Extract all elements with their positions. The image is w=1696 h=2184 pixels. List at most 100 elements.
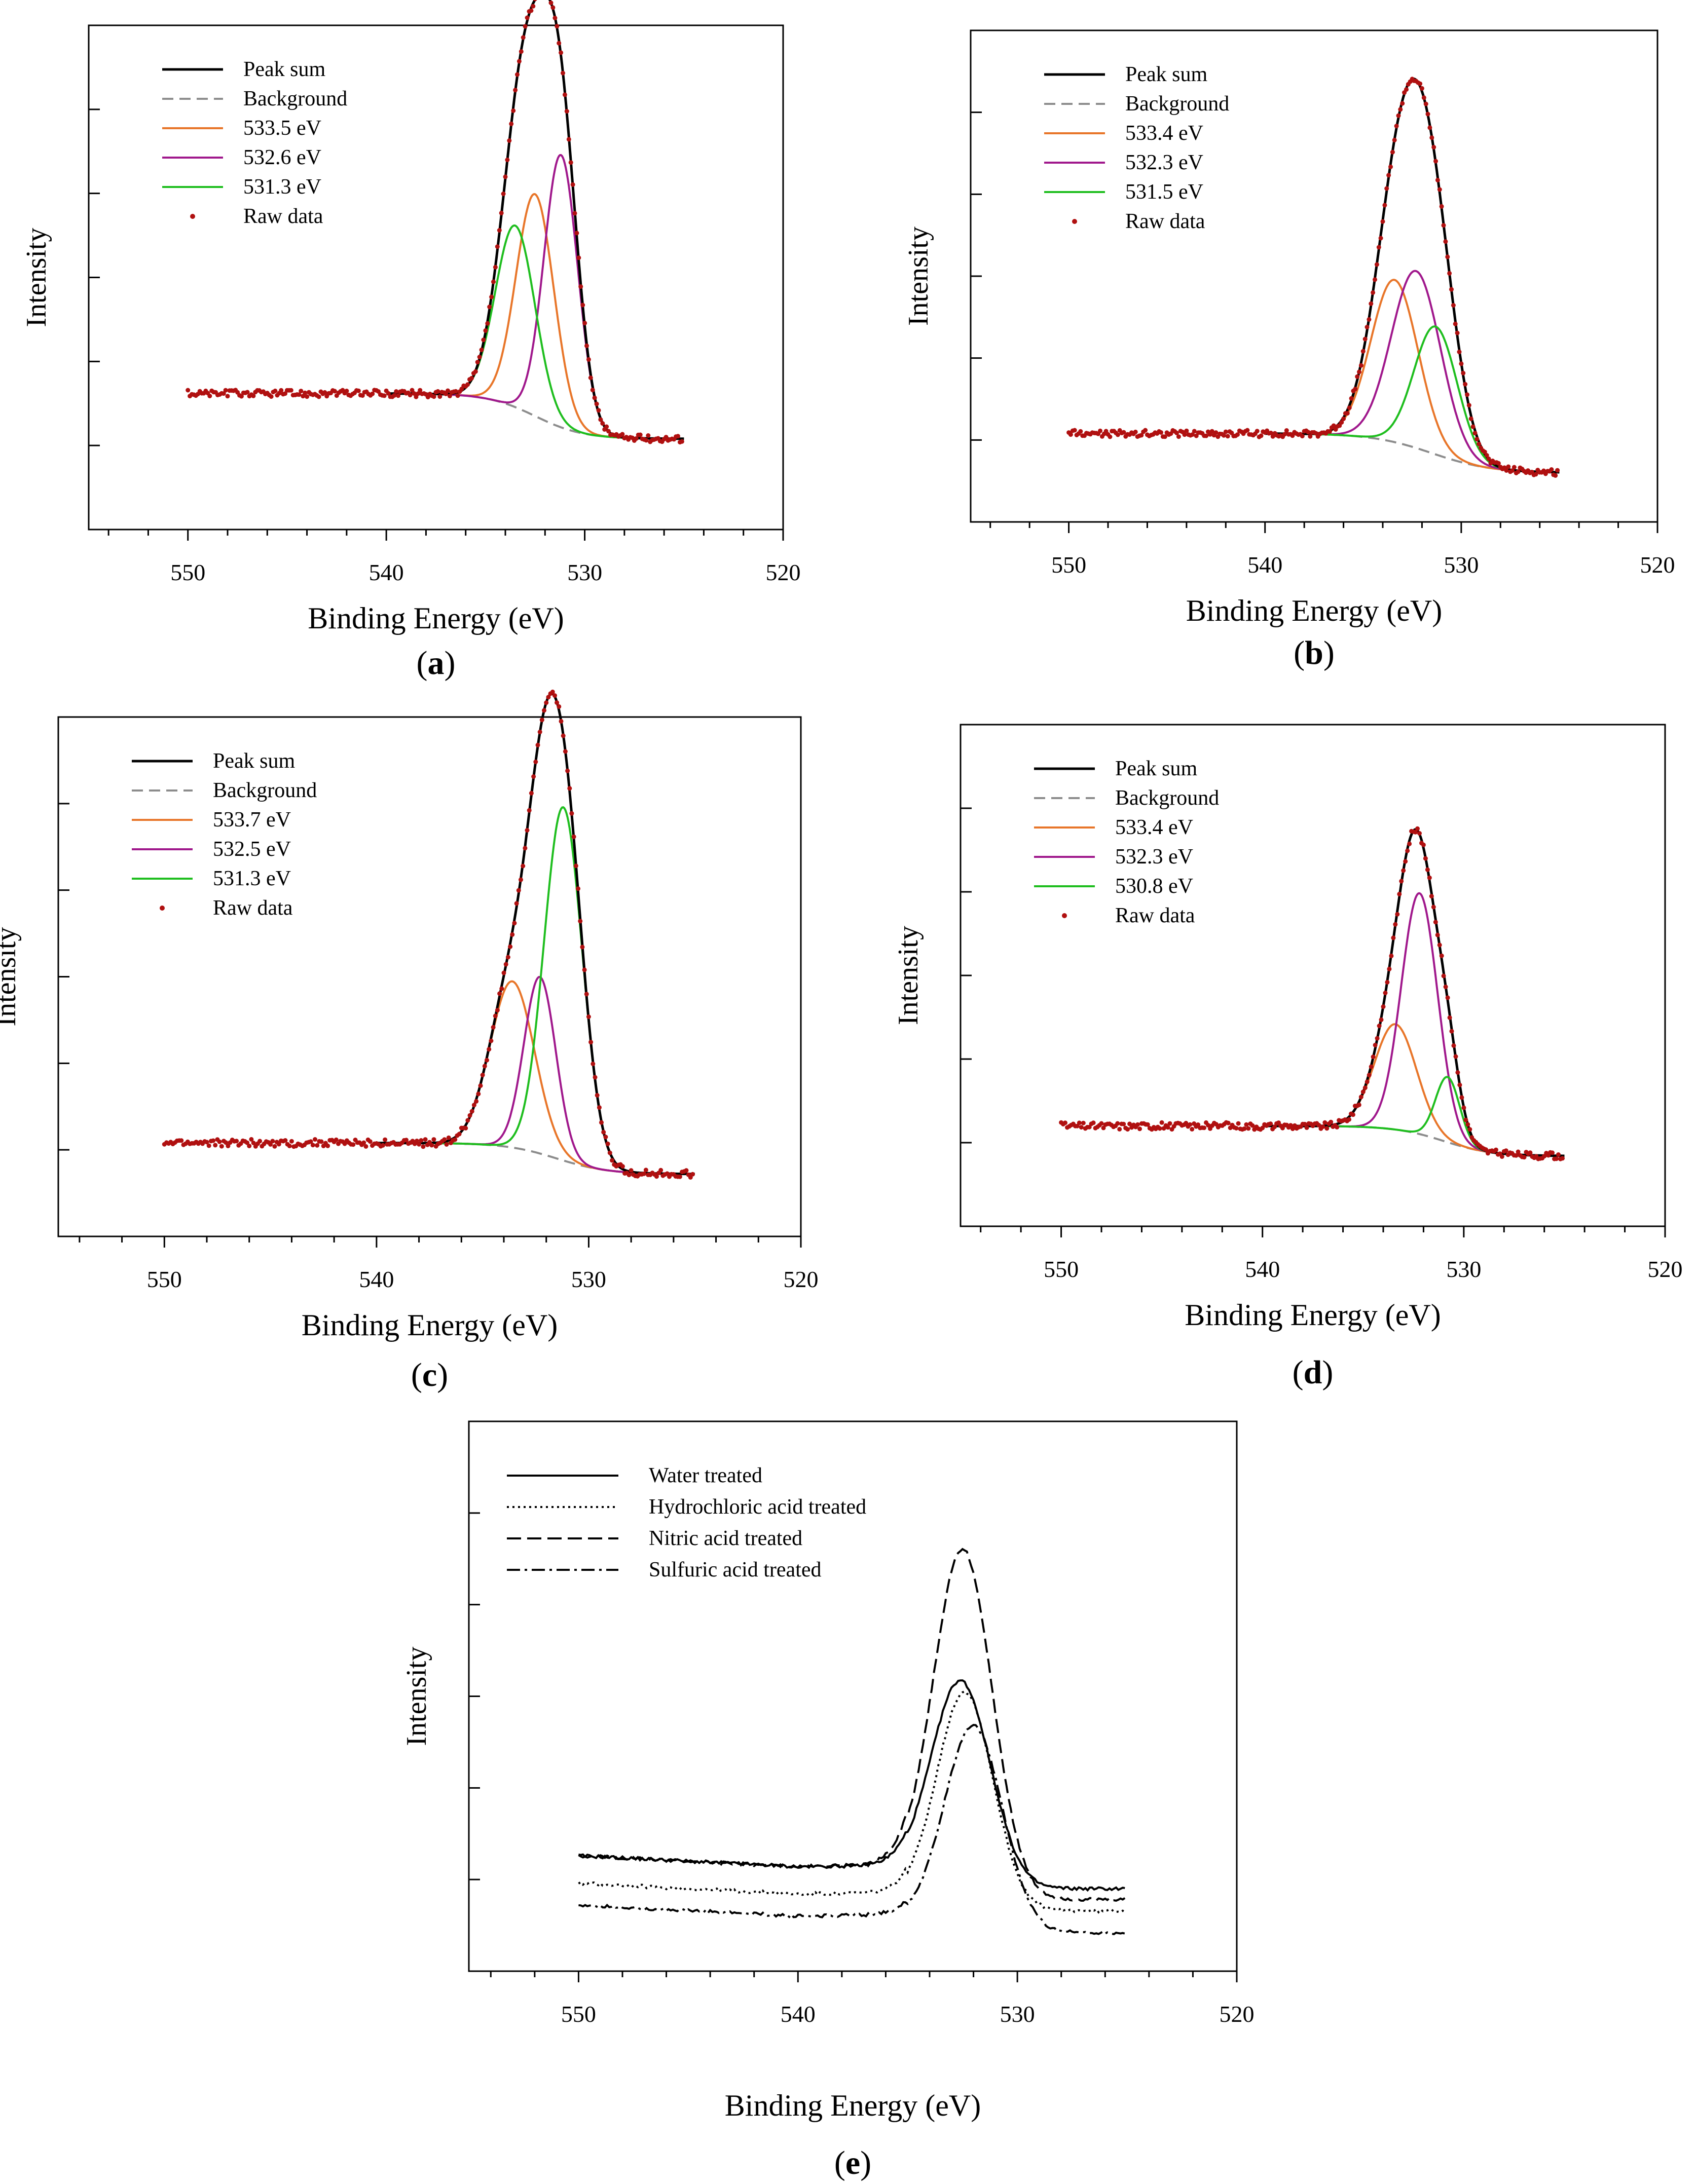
legend-label: 532.6 eV <box>243 146 321 169</box>
raw-data-point <box>1246 1126 1251 1131</box>
raw-data-point <box>288 388 293 393</box>
raw-data-point <box>1375 1036 1380 1041</box>
raw-data-point <box>1349 396 1354 401</box>
raw-data-point <box>363 1144 368 1149</box>
raw-data-point <box>431 1137 436 1142</box>
raw-data-point <box>1081 1120 1086 1125</box>
raw-data-point <box>1533 472 1538 477</box>
x-axis-label: Binding Energy (eV) <box>1186 594 1442 627</box>
panel-label: (c) <box>411 1357 448 1394</box>
raw-data-point <box>1398 107 1403 112</box>
raw-data-point <box>1439 204 1444 209</box>
legend-label: Peak sum <box>213 749 295 773</box>
raw-data-point <box>544 700 549 705</box>
x-tick-label: 520 <box>1220 2001 1255 2027</box>
raw-data-point <box>499 210 504 215</box>
raw-data-point <box>1284 428 1289 433</box>
raw-data-point <box>1308 434 1313 439</box>
raw-data-point <box>1355 374 1360 379</box>
raw-data-point <box>533 760 538 764</box>
raw-data-point <box>1417 831 1422 836</box>
raw-data-point <box>505 158 510 162</box>
component-curve-3 <box>1265 325 1560 473</box>
raw-data-point <box>234 1139 239 1144</box>
y-axis-label: Intensity <box>401 1647 432 1746</box>
raw-data-point <box>476 1091 481 1097</box>
raw-data-point <box>1091 1120 1096 1125</box>
legend: Water treated Hydrochloric acid treated Ni… <box>507 1464 866 1581</box>
legend: Peak sum Background 533.5 eV 532.6 eV 531.3 … <box>162 58 347 228</box>
raw-data-point <box>249 1137 254 1142</box>
raw-data-point <box>548 1 554 6</box>
raw-data-point <box>1365 325 1370 329</box>
raw-data-point <box>479 347 484 352</box>
raw-data-point <box>573 863 578 869</box>
legend-label: 532.3 eV <box>1125 151 1203 174</box>
raw-data-point <box>569 811 574 816</box>
raw-data-point <box>533 0 537 2</box>
raw-data-point <box>1255 429 1260 434</box>
raw-data-point <box>568 160 573 165</box>
raw-data-point <box>478 1083 483 1088</box>
raw-data-point <box>1447 1015 1452 1020</box>
raw-data-point <box>1423 856 1428 861</box>
raw-data-point <box>1371 290 1376 295</box>
raw-data-point <box>1392 137 1397 142</box>
legend-label: Background <box>243 87 347 110</box>
raw-data-point <box>1335 1124 1340 1129</box>
raw-data-point <box>1162 434 1167 439</box>
raw-data-point <box>663 435 669 440</box>
raw-data-point <box>269 394 274 399</box>
raw-data-point <box>1449 287 1454 292</box>
series-line-3 <box>578 1548 1126 1902</box>
legend-label: Background <box>1125 92 1229 116</box>
raw-data-point <box>1382 203 1387 208</box>
raw-data-point <box>1236 1121 1241 1126</box>
raw-data-point <box>1072 428 1077 433</box>
raw-data-point <box>497 991 502 996</box>
x-tick-label: 520 <box>1648 1256 1683 1282</box>
raw-data-point <box>270 1139 275 1144</box>
panel-c: 550 540 530 520 Binding Energy (eV) Intensity… <box>0 689 819 1394</box>
raw-data-point <box>1474 437 1480 442</box>
raw-data-point <box>1463 1117 1468 1122</box>
x-tick-label: 520 <box>784 1266 819 1292</box>
raw-data-point <box>225 394 230 399</box>
raw-data-point <box>550 689 555 694</box>
raw-data-point <box>1380 219 1385 224</box>
peak-sum-curve <box>1265 78 1560 474</box>
raw-data-point <box>1371 1055 1376 1060</box>
x-tick-label: 530 <box>1000 2001 1035 2027</box>
raw-data-point <box>423 1137 428 1142</box>
raw-data-point <box>1486 456 1491 461</box>
raw-data-point <box>564 109 569 114</box>
raw-data-point <box>1427 125 1432 130</box>
x-tick-label: 550 <box>170 559 205 585</box>
raw-data-point <box>586 1014 591 1019</box>
raw-data-point <box>1555 468 1560 473</box>
raw-data-point <box>1098 428 1102 433</box>
raw-data-point <box>301 394 306 399</box>
raw-data-point <box>521 863 526 869</box>
raw-data-point <box>186 388 191 393</box>
raw-data-point <box>654 1174 659 1179</box>
x-axis-label: Binding Energy (eV) <box>308 601 564 635</box>
x-tick-label: 530 <box>571 1266 606 1292</box>
raw-data-point <box>1367 317 1372 322</box>
raw-data-point <box>1394 124 1399 129</box>
legend-label: Raw data <box>213 896 293 920</box>
raw-data-point <box>1556 1152 1561 1157</box>
raw-data-point <box>435 389 440 394</box>
raw-data-point <box>1280 1125 1285 1131</box>
x-tick-label: 530 <box>567 559 602 585</box>
raw-data-point <box>1362 1085 1368 1090</box>
raw-data-point <box>1145 1122 1150 1127</box>
raw-data-point <box>561 733 566 738</box>
raw-data-point <box>1413 830 1418 835</box>
plot-frame <box>960 724 1666 1227</box>
raw-data-point <box>223 388 228 393</box>
raw-data-point <box>455 393 460 398</box>
x-tick-label: 530 <box>1444 552 1479 578</box>
raw-data-point <box>626 1173 632 1178</box>
raw-data-point <box>1472 431 1478 436</box>
